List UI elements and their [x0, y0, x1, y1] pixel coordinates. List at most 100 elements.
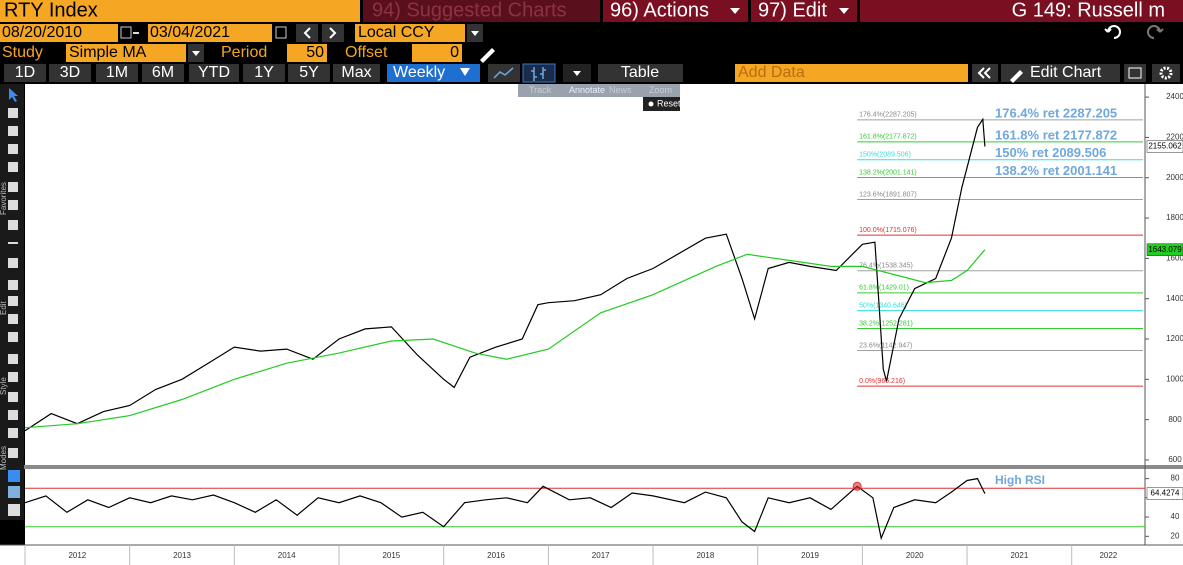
tool-icon[interactable]	[8, 296, 18, 306]
fib-label: 176.4%(2287.205)	[859, 112, 917, 119]
dropdown-arrow	[839, 8, 849, 14]
calendar-icon[interactable]	[275, 26, 287, 39]
fib-label: 150%(2089.506)	[859, 152, 911, 159]
period-field[interactable]	[287, 44, 327, 62]
edit-chart-button[interactable]	[1001, 64, 1120, 82]
start-date-field[interactable]	[0, 24, 118, 42]
fib-label: 61.8%(1429.01)	[859, 285, 909, 292]
tool-icon[interactable]	[8, 200, 18, 210]
reset-button[interactable]	[643, 97, 680, 111]
settings-icon	[1128, 67, 1142, 79]
suggested-button[interactable]	[363, 0, 600, 22]
x-tick-label: 2015	[382, 551, 400, 560]
menu-item[interactable]: Track	[529, 85, 552, 95]
menu-item[interactable]: Annotate	[569, 85, 605, 95]
tool-icon[interactable]	[8, 392, 18, 402]
tool-icon[interactable]	[8, 448, 18, 458]
tool-icon[interactable]	[8, 280, 18, 290]
mode-icon[interactable]	[8, 470, 20, 482]
dropdown-arrow	[730, 8, 740, 14]
line-icon	[493, 67, 514, 79]
gear-icon	[1159, 66, 1173, 80]
range-button[interactable]	[49, 64, 91, 82]
x-tick-label: 2021	[1010, 551, 1028, 560]
calendar-icon[interactable]	[120, 26, 132, 39]
fib-callout: 138.2% ret 2001.141	[995, 163, 1117, 178]
range-button[interactable]	[4, 64, 46, 82]
table-button[interactable]	[598, 64, 683, 82]
frequency: Weekly	[393, 64, 445, 81]
tool-icon[interactable]	[8, 182, 18, 192]
settings-button[interactable]	[1124, 64, 1146, 82]
tool-icon[interactable]	[8, 258, 18, 268]
undo-icon[interactable]	[1104, 25, 1121, 39]
tool-icon[interactable]	[8, 108, 18, 118]
actions: 96) Actions	[610, 0, 709, 21]
pen-icon[interactable]	[480, 48, 495, 63]
range-button[interactable]	[142, 64, 184, 82]
prev-button[interactable]	[296, 24, 318, 42]
menu-item[interactable]: Zoom	[649, 85, 672, 95]
cursor-icon[interactable]	[9, 88, 18, 102]
edit-button[interactable]	[751, 0, 857, 22]
x-tick-label: 2017	[592, 551, 610, 560]
tool-icon[interactable]	[8, 162, 18, 172]
fib-callout: 150% ret 2089.506	[995, 145, 1106, 160]
series-line	[24, 249, 986, 429]
panel-separator[interactable]	[0, 465, 1183, 469]
x-tick-label: 2016	[487, 551, 505, 560]
range-button[interactable]	[333, 64, 380, 82]
redo-icon[interactable]	[1147, 25, 1164, 39]
range-button[interactable]	[96, 64, 138, 82]
tool-icon[interactable]	[8, 314, 18, 324]
dropdown-arrow	[192, 51, 200, 56]
tool-icon[interactable]	[8, 220, 18, 230]
offset-field[interactable]	[412, 44, 462, 62]
tool-icon[interactable]	[8, 410, 18, 420]
tool-icon[interactable]	[8, 428, 18, 438]
pen-icon	[1010, 70, 1023, 83]
y-tick-label: 800	[1168, 415, 1182, 424]
add-data-field[interactable]	[735, 64, 968, 82]
end-date-field[interactable]	[148, 24, 272, 42]
currency-field[interactable]	[355, 24, 465, 42]
range-button[interactable]	[189, 64, 239, 82]
gear-button[interactable]	[1152, 64, 1180, 82]
rsi-panel	[25, 469, 1183, 545]
offset: 0	[450, 44, 459, 61]
range-label: 1Y	[254, 64, 274, 81]
fib-label: 123.6%(1891.807)	[859, 191, 917, 198]
tool-icon[interactable]	[8, 332, 18, 342]
fib-label: 50%(1340.646)	[859, 303, 907, 310]
menu-item[interactable]: News	[609, 85, 632, 95]
series-line	[24, 477, 986, 541]
frequency-button[interactable]	[387, 64, 480, 82]
next-button[interactable]	[322, 24, 344, 42]
tool-icon[interactable]	[8, 372, 18, 382]
line-chart-button[interactable]	[488, 64, 520, 82]
security-field[interactable]	[0, 0, 360, 22]
range-button[interactable]	[243, 64, 285, 82]
fib-label: 0.0%(966.216)	[859, 378, 905, 385]
tool-icon[interactable]	[8, 354, 18, 364]
y-tick-label: 1000	[1166, 374, 1183, 383]
range-button[interactable]	[288, 64, 330, 82]
x-tick-label: 2022	[1099, 551, 1117, 560]
settings-icon[interactable]	[8, 504, 20, 516]
page-title: G 149: Russell m	[1012, 0, 1165, 21]
tool-icon[interactable]	[8, 144, 18, 154]
x-tick-label: 2018	[696, 551, 714, 560]
prev-arrow	[303, 27, 311, 39]
y-tick-label: 20	[1171, 531, 1180, 540]
study-field[interactable]	[66, 44, 186, 62]
range-label: 1D	[15, 64, 35, 81]
y-tick-label: 80	[1171, 474, 1180, 483]
range-label: 1M	[106, 64, 128, 81]
mode-icon[interactable]	[8, 486, 20, 498]
tool-icon[interactable]	[8, 126, 18, 136]
bar-chart-button[interactable]	[522, 63, 556, 83]
actions-button[interactable]	[603, 0, 748, 22]
dropdown-arrow	[573, 71, 581, 76]
tool-icon[interactable]	[8, 242, 18, 244]
sidebar-label: Style	[0, 377, 8, 395]
